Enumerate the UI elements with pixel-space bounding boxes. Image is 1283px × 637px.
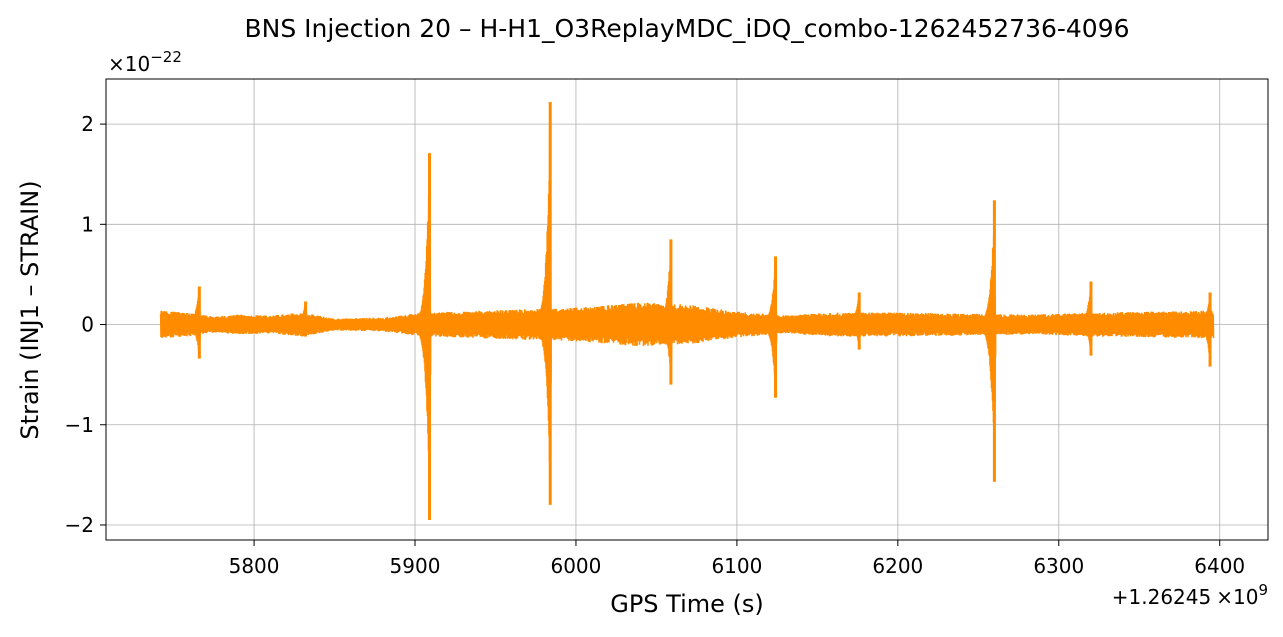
y-tick-label: 2: [81, 112, 94, 136]
y-tick-label: 0: [81, 313, 94, 337]
x-tick-label: 6000: [550, 554, 601, 578]
y-tick-label: −1: [65, 413, 94, 437]
x-offset-text: +1.26245 ×109: [1112, 581, 1268, 609]
x-tick-label: 6300: [1033, 554, 1084, 578]
y-axis: −2 −1 0 1 2: [65, 112, 106, 537]
plot-area: [159, 102, 1215, 520]
y-tick-label: −2: [65, 513, 94, 537]
x-axis: 5800 5900 6000 6100 6200 6300 6400: [229, 540, 1245, 578]
series-group: [159, 102, 1215, 520]
x-tick-label: 6100: [711, 554, 762, 578]
series-line-0: [159, 130, 1215, 504]
x-tick-label: 5900: [390, 554, 441, 578]
y-axis-label: Strain (INJ1 – STRAIN): [16, 180, 44, 439]
x-tick-label: 5800: [229, 554, 280, 578]
y-scale-factor: ×10−22: [108, 48, 182, 76]
x-tick-label: 6400: [1194, 554, 1245, 578]
axes-frame: [105, 78, 1269, 541]
x-axis-label: GPS Time (s): [610, 590, 764, 618]
y-tick-label: 1: [81, 212, 94, 236]
chart-title: BNS Injection 20 – H-H1_O3ReplayMDC_iDQ_…: [244, 14, 1129, 43]
x-tick-label: 6200: [872, 554, 923, 578]
